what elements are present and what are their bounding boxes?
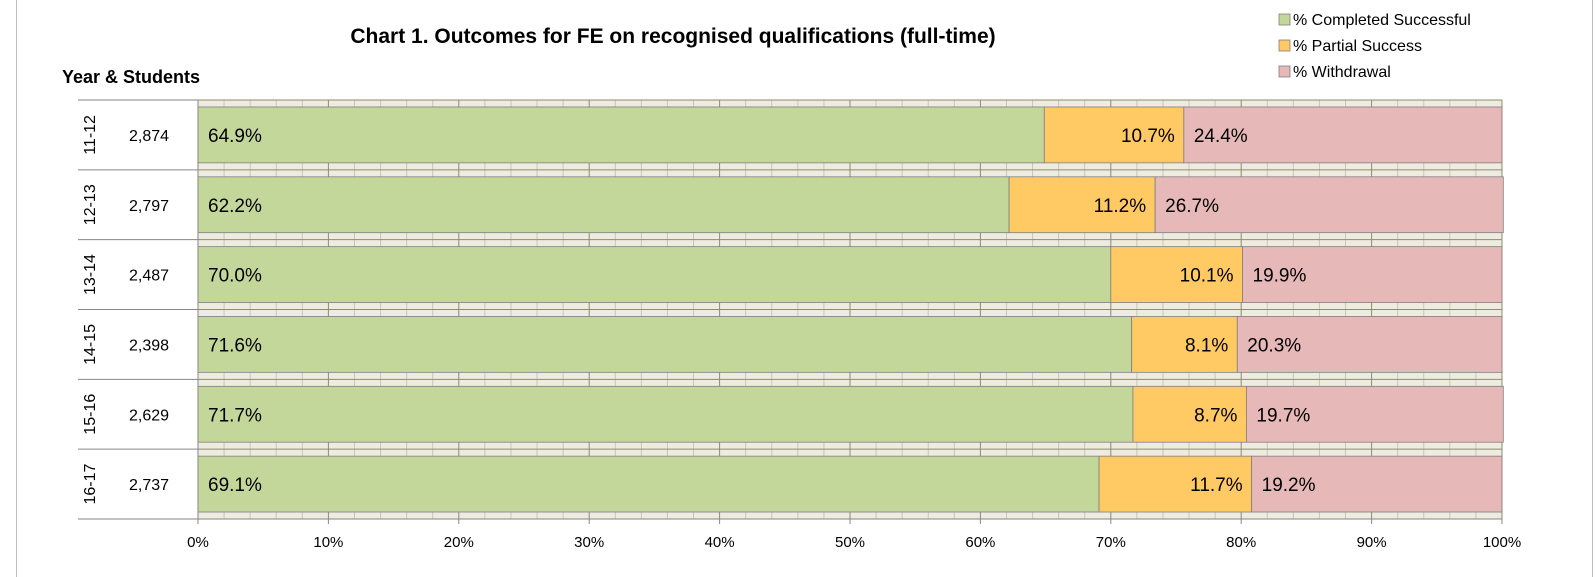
- data-label: 10.7%: [1121, 126, 1175, 147]
- bar-15-16-s1: [1132, 385, 1247, 443]
- x-tick-label: 30%: [574, 534, 604, 551]
- category-label: 14-15: [82, 324, 99, 365]
- bars: [197, 106, 1504, 513]
- bar-11-12-s1: [1043, 106, 1185, 164]
- legend-label: % Partial Success: [1293, 38, 1422, 55]
- legend-swatch: [1278, 39, 1291, 52]
- bar-16-17-s1: [1098, 455, 1253, 513]
- bar-16-17-s2: [1251, 455, 1503, 513]
- legend: % Completed Successful % Partial Success%…: [1278, 12, 1471, 81]
- y-axis-heading: Year & Students: [62, 67, 200, 87]
- category-label: 16-17: [82, 464, 99, 505]
- data-label: 20.3%: [1247, 335, 1301, 356]
- data-label: 19.7%: [1256, 405, 1310, 426]
- bar-13-14-s0: [197, 246, 1112, 303]
- data-label: 8.7%: [1194, 405, 1237, 426]
- data-label: 24.4%: [1194, 126, 1248, 147]
- legend-label: % Withdrawal: [1293, 64, 1391, 81]
- bar-11-12-s2: [1183, 106, 1503, 164]
- data-label: 11.2%: [1094, 196, 1147, 217]
- data-label: 8.1%: [1185, 335, 1228, 356]
- x-tick-label: 50%: [835, 534, 865, 551]
- data-label: 62.2%: [208, 196, 262, 217]
- bar-16-17-s0: [197, 455, 1100, 513]
- data-label: 26.7%: [1165, 196, 1219, 217]
- student-count-label: 2,629: [129, 407, 169, 424]
- chart-title: Chart 1. Outcomes for FE on recognised q…: [350, 25, 995, 48]
- category-label: 13-14: [82, 254, 99, 295]
- data-label: 71.7%: [208, 405, 262, 426]
- bar-13-14-s1: [1110, 246, 1243, 303]
- data-label: 70.0%: [208, 266, 262, 287]
- data-label: 19.9%: [1253, 266, 1307, 287]
- bar-14-15-s2: [1236, 316, 1503, 373]
- data-label: 64.9%: [208, 126, 262, 147]
- x-tick-label: 10%: [313, 534, 343, 551]
- legend-label: % Completed Successful: [1293, 12, 1471, 29]
- bar-13-14-s2: [1242, 246, 1503, 303]
- bar-14-15-s1: [1131, 316, 1238, 373]
- x-tick-label: 80%: [1226, 534, 1256, 551]
- student-count-label: 2,797: [129, 198, 169, 215]
- x-tick-label: 100%: [1483, 534, 1521, 551]
- x-tick-label: 90%: [1357, 534, 1387, 551]
- data-label: 11.7%: [1190, 475, 1243, 496]
- student-count-label: 2,487: [129, 268, 169, 285]
- bar-14-15-s0: [197, 316, 1133, 373]
- data-label: 10.1%: [1180, 266, 1234, 287]
- x-tick-label: 40%: [705, 534, 735, 551]
- category-label: 11-12: [82, 115, 99, 155]
- bar-12-13-s2: [1154, 176, 1504, 234]
- x-tick-label: 0%: [187, 534, 209, 551]
- data-label: 19.2%: [1262, 475, 1316, 496]
- data-label: 69.1%: [208, 475, 262, 496]
- category-label: 12-13: [82, 184, 99, 225]
- data-label: 71.6%: [208, 335, 262, 356]
- student-count-label: 2,398: [129, 337, 169, 354]
- category-label: 15-16: [82, 394, 99, 435]
- bar-15-16-s0: [197, 385, 1134, 443]
- student-count-label: 2,737: [129, 477, 169, 494]
- data-labels: 64.9% 10.7% 24.4% 62.2% 11.2% 26.7% 70.0% 10.1%…: [208, 126, 1316, 496]
- y-axis: 11-12 2,874 12-13 2,797 13-14 2,487 14-15 2,398…: [78, 99, 199, 520]
- x-tick-label: 70%: [1096, 534, 1126, 551]
- student-count-label: 2,874: [129, 128, 169, 145]
- x-tick-label: 60%: [965, 534, 995, 551]
- x-tick-label: 20%: [444, 534, 474, 551]
- bar-15-16-s2: [1246, 385, 1504, 443]
- x-axis: 0% 10% 20% 30% 40% 50% 60% 70% 80% 90% 100%: [187, 518, 1521, 551]
- bar-12-13-s1: [1008, 176, 1156, 234]
- legend-swatch: [1278, 65, 1291, 78]
- bar-11-12-s0: [197, 106, 1045, 164]
- legend-swatch: [1278, 13, 1291, 26]
- chart-frame: [16, 0, 1593, 577]
- bar-12-13-s0: [197, 176, 1010, 234]
